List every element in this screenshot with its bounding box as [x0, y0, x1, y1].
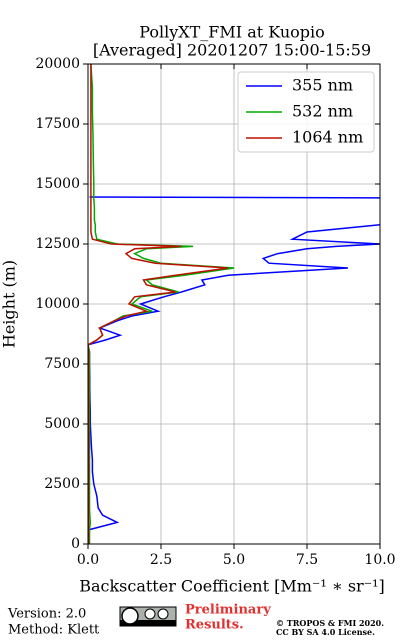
cc-logo [119, 606, 177, 627]
copyright-line1: © TROPOS & FMI 2020. [276, 618, 384, 628]
profile-line [88, 64, 229, 544]
y-tick-label: 5000 [44, 416, 80, 432]
profile-line [88, 64, 235, 544]
x-tick-label: 5.0 [223, 552, 245, 568]
y-tick-label: 10000 [35, 296, 80, 312]
legend: 355 nm 532 nm 1064 nm [237, 71, 375, 153]
copyright-line2: CC BY SA 4.0 License. [276, 627, 375, 637]
y-tick-label: 20000 [35, 56, 80, 72]
y-axis-label: Height (m) [0, 260, 19, 348]
preliminary-line2: Results. [185, 618, 244, 633]
y-tick-label: 2500 [44, 476, 80, 492]
y-tick-label: 15000 [35, 176, 80, 192]
legend-box [237, 71, 375, 153]
preliminary-line1: Preliminary [185, 603, 271, 618]
y-tick-label: 12500 [35, 236, 80, 252]
chart-title: PollyXT_FMI at Kuopio [139, 23, 325, 42]
y-tick-label: 17500 [35, 116, 80, 132]
chart-subtitle: [Averaged] 20201207 15:00-15:59 [93, 41, 371, 60]
x-axis-label: Backscatter Coefficient [Mm⁻¹ ∗ sr⁻¹] [79, 577, 385, 596]
x-tick-label: 0.0 [77, 552, 99, 568]
legend-label: 355 nm [292, 76, 353, 95]
y-tick-label: 7500 [44, 356, 80, 372]
method: Method: Klett [8, 623, 100, 638]
legend-label: 1064 nm [292, 128, 363, 147]
plot-lines [88, 64, 380, 544]
version: Version: 2.0 [7, 607, 86, 622]
y-tick-label: 0 [71, 536, 80, 552]
profile-line [88, 196, 380, 531]
x-tick-label: 2.5 [150, 552, 172, 568]
x-tick-label: 10.0 [364, 552, 395, 568]
x-tick-label: 7.5 [296, 552, 318, 568]
legend-label: 532 nm [292, 102, 353, 121]
